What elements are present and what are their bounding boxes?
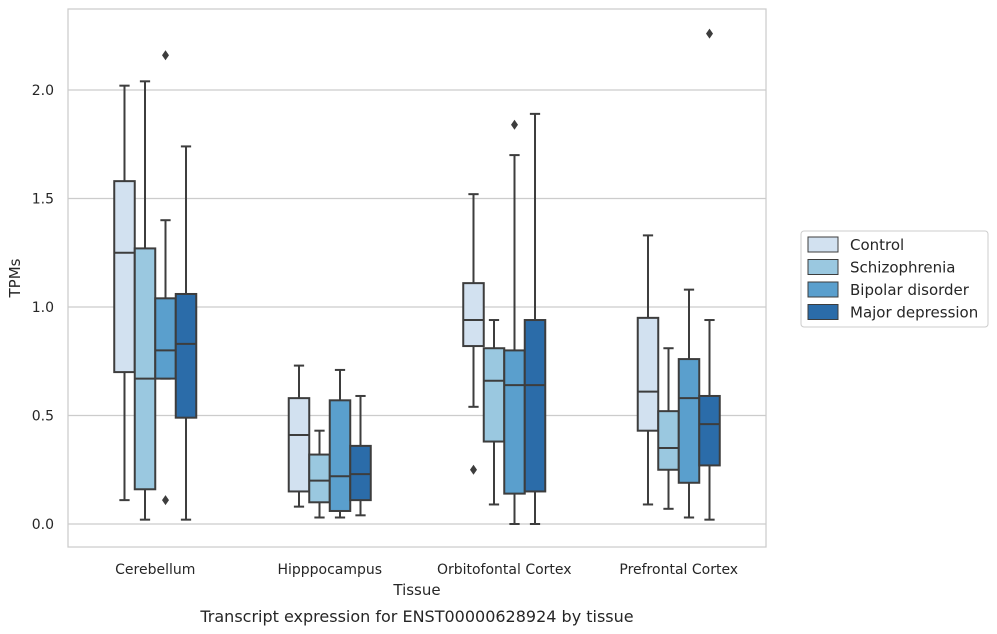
x-tick-label: Orbitofontal Cortex (437, 562, 572, 578)
box-control (287, 364, 311, 508)
box-body (698, 394, 721, 467)
box-major-depression (349, 394, 372, 517)
box-schizophrenia (482, 319, 506, 506)
box-major-depression (174, 145, 198, 521)
plot-area-frame (67, 8, 767, 548)
outlier-point (469, 464, 477, 475)
box-body (657, 410, 680, 471)
box-schizophrenia (308, 429, 331, 519)
box-body (308, 453, 331, 504)
chart-caption: Transcript expression for ENST0000062892… (199, 607, 633, 626)
y-axis-label: TPMs (6, 258, 24, 298)
box-control (113, 84, 136, 502)
outlier-point (162, 50, 170, 61)
box-body (636, 316, 660, 432)
outlier-point (511, 119, 519, 130)
box-body (677, 358, 701, 484)
legend-label: Schizophrenia (850, 259, 955, 277)
legend-label: Control (850, 236, 904, 254)
box-body (154, 297, 177, 380)
legend-swatch (807, 281, 839, 298)
y-axis-ticks: 0.0 0.5 1.0 1.5 2.0 (32, 83, 54, 533)
box-major-depression (523, 112, 547, 525)
y-tick-label: 1.0 (32, 300, 54, 316)
y-tick-label: 0.5 (32, 409, 54, 425)
x-tick-label: Hipppocampus (277, 562, 382, 578)
legend: Control Schizophrenia Bipolar disorder Majo… (800, 230, 989, 328)
box-body (174, 292, 198, 419)
box-body (113, 180, 136, 374)
y-tick-label: 2.0 (32, 83, 54, 99)
legend-swatch (807, 236, 839, 253)
outlier-point (706, 28, 714, 39)
x-tick-label: Cerebellum (115, 562, 195, 578)
box-body (503, 349, 526, 495)
box-body (287, 397, 311, 493)
box-schizophrenia (133, 80, 157, 521)
box-body (462, 282, 485, 348)
legend-label: Bipolar disorder (850, 281, 970, 299)
y-tick-label: 0.0 (32, 517, 54, 533)
y-tick-label: 1.5 (32, 192, 54, 208)
box-body (328, 399, 352, 512)
legend-swatch (807, 259, 839, 275)
box-bipolar-disorder (677, 288, 701, 519)
box-control (636, 234, 660, 506)
legend-frame (800, 230, 989, 328)
box-body (482, 347, 506, 443)
legend-swatch (807, 304, 839, 320)
box-major-depression (698, 28, 721, 521)
box-body (133, 247, 157, 491)
outlier-point (162, 495, 170, 506)
box-bipolar-disorder (154, 50, 177, 506)
box-body (523, 319, 547, 493)
legend-label: Major depression (850, 304, 978, 322)
box-schizophrenia (657, 347, 680, 510)
box-body (349, 444, 372, 502)
box-bipolar-disorder (503, 119, 526, 525)
box-series-layer (113, 28, 721, 525)
x-tick-label: Prefrontal Cortex (619, 562, 738, 578)
box-bipolar-disorder (328, 368, 352, 519)
x-axis-ticks: Cerebellum Hipppocampus Orbitofontal Corte… (115, 562, 738, 578)
box-control (462, 193, 485, 475)
x-axis-label: Tissue (392, 581, 440, 599)
